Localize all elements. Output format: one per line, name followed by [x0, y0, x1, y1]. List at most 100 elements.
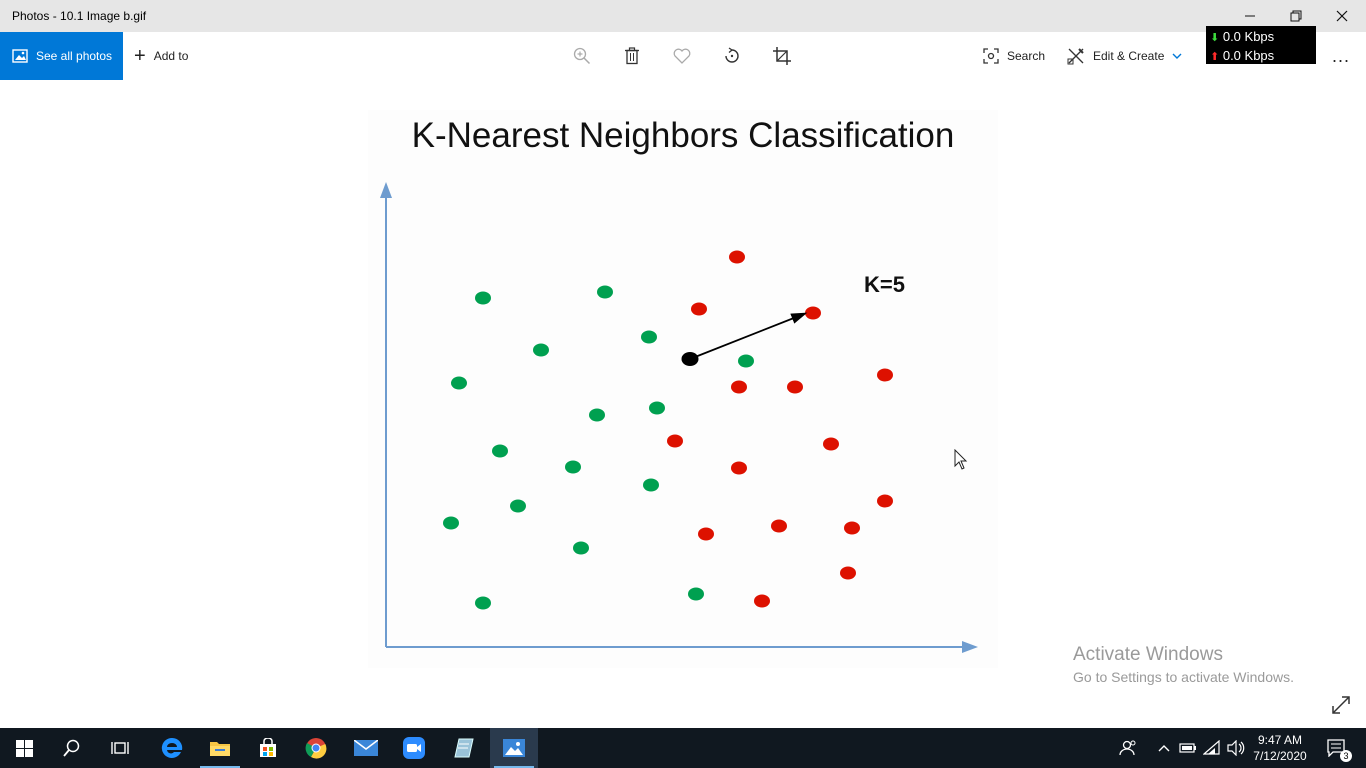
taskbar-notepad-app[interactable]	[440, 728, 488, 768]
photos-icon	[12, 49, 28, 63]
green-data-point	[475, 596, 491, 610]
restore-button[interactable]	[1273, 0, 1319, 32]
close-button[interactable]	[1319, 0, 1365, 32]
more-options-label: ...	[1331, 45, 1350, 66]
download-speed: 0.0 Kbps	[1222, 29, 1275, 44]
toolbar: See all photos + Add to Search Edit & Cr…	[0, 32, 1366, 80]
taskbar-search-button[interactable]	[48, 728, 96, 768]
action-center-button[interactable]: 3	[1320, 728, 1354, 768]
green-data-point	[510, 499, 526, 513]
red-data-point	[731, 461, 747, 475]
green-data-point	[573, 541, 589, 555]
search-label: Search	[1007, 49, 1046, 63]
start-button[interactable]	[0, 728, 48, 768]
watermark-line-1: Activate Windows	[1073, 644, 1223, 665]
crop-button[interactable]	[770, 32, 794, 80]
red-data-point	[823, 437, 839, 451]
notepad-icon	[454, 738, 474, 758]
red-data-point	[729, 250, 745, 264]
activate-windows-watermark: Activate Windows Go to Settings to activ…	[1073, 644, 1294, 685]
green-data-point	[533, 343, 549, 357]
add-to-button[interactable]: + Add to	[134, 32, 188, 80]
knn-scatter-plot	[380, 182, 978, 653]
image-canvas	[368, 110, 998, 668]
tray-volume[interactable]	[1224, 728, 1248, 768]
minimize-icon	[1245, 15, 1255, 17]
taskbar: 9:47 AM 7/12/2020 3	[0, 728, 1366, 768]
fullscreen-icon[interactable]	[1330, 694, 1352, 716]
running-indicator	[200, 766, 240, 768]
volume-icon	[1227, 740, 1245, 756]
tray-battery[interactable]	[1176, 728, 1200, 768]
search-icon	[63, 739, 80, 757]
taskbar-zoom[interactable]	[390, 728, 438, 768]
clock-date: 7/12/2020	[1253, 749, 1307, 763]
green-data-point	[565, 460, 581, 474]
see-all-photos-button[interactable]: See all photos	[0, 32, 123, 80]
green-data-point	[738, 354, 754, 368]
rotate-button[interactable]	[720, 32, 744, 80]
nearest-neighbor-arrow	[689, 312, 808, 360]
taskbar-file-explorer[interactable]	[196, 728, 244, 768]
red-data-point	[771, 519, 787, 533]
mail-icon	[354, 740, 378, 756]
upload-speed: 0.0 Kbps	[1222, 48, 1275, 63]
download-arrow-icon: ⬇	[1210, 32, 1220, 44]
k-value-label: K=5	[864, 272, 905, 297]
store-icon	[260, 738, 276, 757]
crop-icon	[773, 47, 791, 65]
watermark-line-2: Go to Settings to activate Windows.	[1073, 669, 1294, 685]
wifi-icon	[1203, 740, 1220, 755]
green-data-point	[649, 401, 665, 415]
see-all-photos-label: See all photos	[36, 49, 113, 63]
rotate-icon	[725, 47, 739, 63]
tray-show-hidden[interactable]	[1152, 728, 1176, 768]
taskbar-store[interactable]	[244, 728, 292, 768]
red-data-point	[787, 380, 803, 394]
taskbar-photos[interactable]	[490, 728, 538, 768]
download-speed-row: ⬇ 0.0 Kbps	[1210, 28, 1316, 47]
green-data-point	[475, 291, 491, 305]
query-point	[681, 352, 699, 366]
clock-time: 9:47 AM	[1257, 733, 1303, 747]
slide-title: K-Nearest Neighbors Classification	[411, 116, 955, 155]
red-data-point	[754, 594, 770, 608]
green-data-point	[641, 330, 657, 344]
system-clock[interactable]: 9:47 AM 7/12/2020	[1252, 732, 1308, 764]
minimize-button[interactable]	[1227, 0, 1273, 32]
red-data-point	[877, 494, 893, 508]
green-data-point	[688, 587, 704, 601]
search-button[interactable]: Search	[983, 32, 1045, 80]
green-data-point	[492, 444, 508, 458]
chevron-down-icon	[1172, 53, 1182, 59]
red-data-point	[844, 521, 860, 535]
search-icon	[983, 48, 999, 64]
add-to-label: Add to	[153, 49, 189, 63]
close-icon	[1336, 10, 1348, 22]
red-data-point	[698, 527, 714, 541]
zoom-button[interactable]	[570, 32, 594, 80]
edit-create-button[interactable]: Edit & Create	[1067, 32, 1182, 80]
taskbar-edge[interactable]	[148, 728, 196, 768]
taskbar-mail[interactable]	[342, 728, 390, 768]
red-data-point	[877, 368, 893, 382]
delete-button[interactable]	[620, 32, 644, 80]
taskbar-chrome[interactable]	[292, 728, 340, 768]
edge-icon	[161, 737, 183, 758]
green-data-point	[589, 408, 605, 422]
task-view-icon	[111, 742, 129, 754]
running-indicator	[494, 766, 534, 768]
task-view-button[interactable]	[96, 728, 144, 768]
favorite-button[interactable]	[670, 32, 694, 80]
tray-people[interactable]	[1116, 728, 1140, 768]
tray-network[interactable]	[1200, 728, 1224, 768]
zoom-in-icon	[573, 47, 591, 65]
restore-icon	[1290, 10, 1302, 22]
mouse-cursor-icon	[954, 449, 968, 470]
window-title: Photos - 10.1 Image b.gif	[12, 9, 147, 23]
network-speed-monitor: ⬇ 0.0 Kbps ⬆ 0.0 Kbps	[1206, 26, 1316, 64]
red-data-point	[691, 302, 707, 316]
folder-icon	[210, 742, 230, 756]
more-options-button[interactable]: ...	[1326, 32, 1356, 80]
chevron-up-icon	[1158, 745, 1170, 752]
